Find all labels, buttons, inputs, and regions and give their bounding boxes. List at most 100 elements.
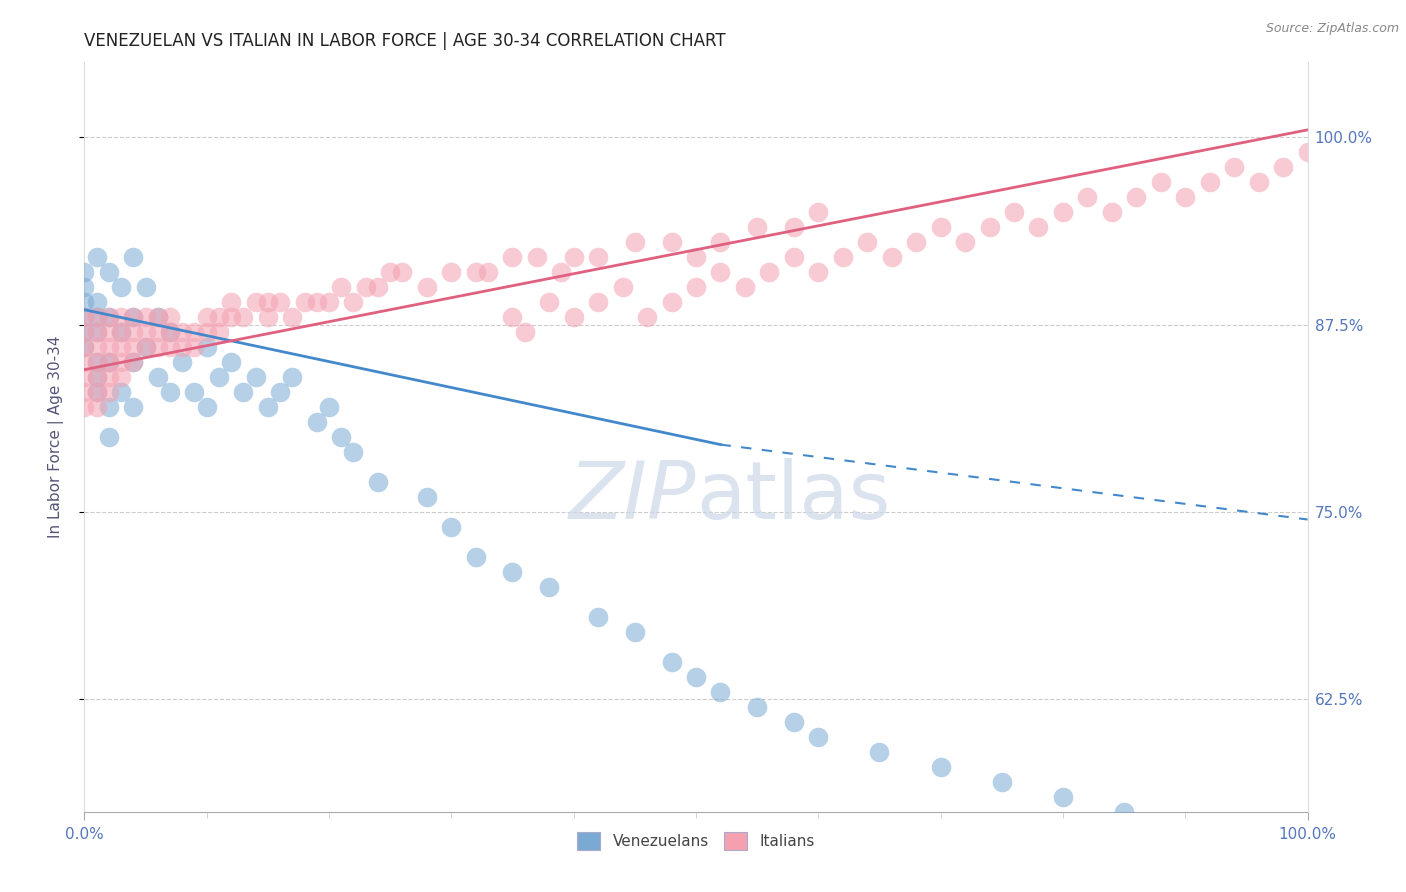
Point [905,235,928,250]
Point [354,280,377,294]
Point [135,280,157,294]
Point [342,295,364,310]
Point [195,310,218,325]
Point [1296,145,1319,160]
Point [709,235,731,250]
Point [624,235,647,250]
Point [86,385,108,400]
Point [232,310,254,325]
Point [929,220,952,235]
Point [269,385,291,400]
Point [73,355,96,369]
Point [783,220,806,235]
Point [391,265,413,279]
Point [586,250,609,264]
Point [86,295,108,310]
Point [86,250,108,264]
Point [807,730,830,744]
Point [318,295,340,310]
Point [232,385,254,400]
Point [661,655,683,669]
Point [159,385,181,400]
Point [747,699,769,714]
Point [97,310,120,325]
Point [122,325,145,339]
Point [257,400,280,414]
Text: atlas: atlas [696,458,890,536]
Point [1125,190,1147,204]
Point [586,295,609,310]
Point [97,340,120,354]
Point [122,340,145,354]
Point [122,355,145,369]
Point [342,445,364,459]
Point [183,340,205,354]
Point [73,310,96,325]
Point [709,265,731,279]
Point [73,310,96,325]
Point [86,355,108,369]
Point [73,280,96,294]
Point [146,310,169,325]
Point [294,295,316,310]
Point [146,370,169,384]
Point [586,610,609,624]
Point [281,370,304,384]
Point [367,280,389,294]
Point [257,295,280,310]
Point [880,250,903,264]
Point [73,340,96,354]
Point [305,415,328,429]
Point [440,520,463,534]
Point [1114,805,1136,819]
Point [330,430,353,444]
Point [1028,220,1050,235]
Point [464,549,486,564]
Point [73,325,96,339]
Point [734,280,756,294]
Point [110,355,132,369]
Point [330,280,353,294]
Point [110,280,132,294]
Point [86,400,108,414]
Point [97,385,120,400]
Point [208,370,231,384]
Point [122,310,145,325]
Point [538,580,561,594]
Point [208,310,231,325]
Point [783,250,806,264]
Point [1002,205,1025,219]
Point [122,310,145,325]
Point [953,235,976,250]
Point [122,355,145,369]
Point [685,280,707,294]
Point [135,340,157,354]
Point [807,265,830,279]
Point [135,325,157,339]
Point [183,385,205,400]
Text: VENEZUELAN VS ITALIAN IN LABOR FORCE | AGE 30-34 CORRELATION CHART: VENEZUELAN VS ITALIAN IN LABOR FORCE | A… [84,32,725,50]
Text: Source: ZipAtlas.com: Source: ZipAtlas.com [1265,22,1399,36]
Point [380,265,402,279]
Point [624,624,647,639]
Point [97,430,120,444]
Point [97,355,120,369]
Point [110,370,132,384]
Point [208,325,231,339]
Point [73,325,96,339]
Point [1198,175,1220,189]
Point [97,355,120,369]
Point [661,295,683,310]
Point [172,355,194,369]
Point [318,400,340,414]
Point [269,295,291,310]
Point [807,205,830,219]
Point [183,325,205,339]
Point [245,370,267,384]
Point [159,325,181,339]
Point [195,325,218,339]
Point [747,220,769,235]
Point [869,745,891,759]
Point [464,265,486,279]
Point [146,325,169,339]
